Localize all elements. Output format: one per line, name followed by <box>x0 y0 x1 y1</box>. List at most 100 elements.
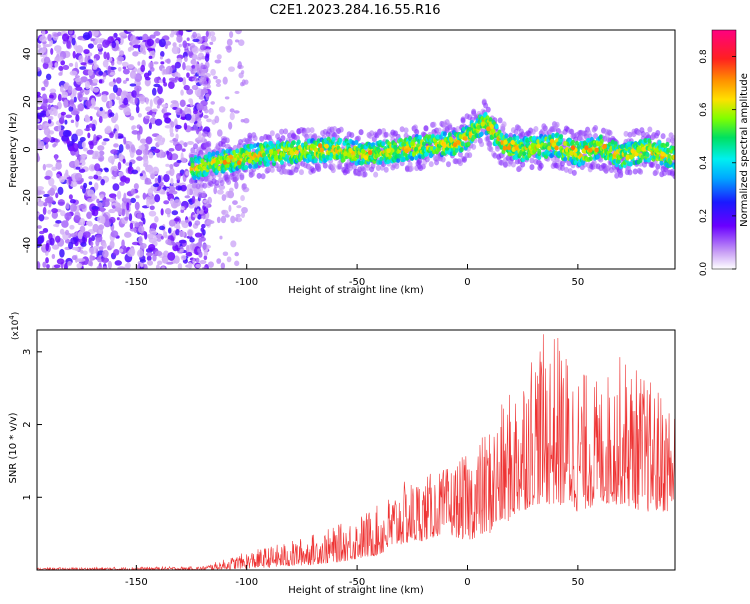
spectrogram-cell <box>163 174 170 183</box>
spectrogram-cell <box>180 157 187 163</box>
spectrogram-cell <box>79 218 86 226</box>
spectrogram-cell <box>143 72 150 79</box>
spectrogram-cell <box>198 96 205 100</box>
spectrogram-cell <box>63 263 68 269</box>
spectrogram-cell <box>235 30 242 35</box>
spectrogram-cell <box>571 169 577 176</box>
spectrogram-cell <box>127 94 131 102</box>
spectrogram-cell <box>113 154 118 160</box>
spectrogram-cell <box>153 83 161 88</box>
spectrogram-cell <box>201 131 209 137</box>
spectrogram-cell <box>232 200 238 205</box>
spectrogram-cell <box>113 143 119 148</box>
spectrogram-cell <box>70 119 75 124</box>
spectrogram-cell <box>92 64 98 70</box>
spectrogram-cell <box>79 225 86 234</box>
spectrogram-cell <box>559 165 565 172</box>
spectrogram-cell <box>296 139 301 145</box>
spectrogram-cell <box>421 141 426 147</box>
spectrogram-cell <box>123 97 129 106</box>
spectrogram-cell <box>241 79 246 86</box>
spectrogram-cell <box>92 209 99 217</box>
spectrogram-cell <box>83 182 88 189</box>
snr-y-tick-label: 2 <box>22 421 33 427</box>
spectrogram-cell <box>234 251 239 257</box>
spectrogram-cell <box>87 43 94 49</box>
spectrogram-cell <box>284 153 289 159</box>
snr-x-tick-label: 50 <box>571 577 584 588</box>
spectrogram-cell <box>161 255 169 264</box>
spectrogram-cell <box>183 122 188 131</box>
spectrogram-cell <box>105 198 110 202</box>
spectrogram-cell <box>124 263 130 269</box>
spectrogram-cell <box>80 249 84 254</box>
spectrogram-cell <box>152 183 160 188</box>
spectrogram-cell <box>160 208 164 216</box>
spectrogram-cell <box>215 159 221 165</box>
spectrogram-cell <box>104 111 109 115</box>
spectrogram-cell <box>338 137 343 143</box>
spectrogram-cell <box>200 158 205 164</box>
spectrogram-cell <box>501 121 507 128</box>
spectrogram-cell <box>136 87 140 96</box>
spectrogram-cell <box>126 202 130 211</box>
spectrogram-cell <box>67 261 72 266</box>
spectrogram-cell <box>397 153 402 159</box>
spectrogram-cell <box>488 117 493 123</box>
spectrogram-cell <box>241 70 245 75</box>
spectrogram-cell <box>146 38 154 47</box>
spectrogram-cell <box>109 132 114 139</box>
spectrogram-cell <box>43 78 49 88</box>
snr-y-scale: (x104) <box>8 312 21 340</box>
spectrogram-cell <box>599 138 604 144</box>
spectrogram-cell <box>101 257 110 263</box>
spectrogram-cell <box>107 65 111 74</box>
spectrogram-cell <box>618 169 624 176</box>
snr-series-line <box>37 334 675 570</box>
spectrogram-cell <box>77 258 86 262</box>
spectrogram-cell <box>144 76 151 81</box>
spectrogram-cell <box>551 132 556 138</box>
spectrogram-cell <box>99 194 105 199</box>
spectrogram-cell <box>52 143 57 148</box>
spectrogram-cell <box>214 59 222 64</box>
spectrogram-cell <box>115 96 121 101</box>
spectrogram-cell <box>235 213 241 218</box>
spectrogram-cell <box>224 137 230 144</box>
spectrogram-cell <box>150 222 158 229</box>
spectrogram-cell <box>57 31 62 37</box>
spectrogram-cell <box>194 232 203 238</box>
spectrogram-cell <box>671 135 675 142</box>
spectrogram-cell <box>177 263 183 269</box>
spectrogram-cell <box>198 239 203 248</box>
spectrogram-cell <box>68 105 74 112</box>
colorbar-tick-label: 0.4 <box>699 155 709 170</box>
spectrogram-cell <box>161 266 166 269</box>
spectrogram-cell <box>667 153 672 159</box>
spectrogram-cell <box>102 266 108 269</box>
spectrogram-cell <box>137 113 142 118</box>
spectrogram-cell <box>37 106 42 111</box>
spectrogram-cell <box>175 124 182 130</box>
spectrogram-cell <box>93 174 99 180</box>
spectrogram-cell <box>112 165 118 172</box>
snr-x-tick-label: -150 <box>125 577 148 588</box>
spectrogram-cell <box>37 112 45 117</box>
spectrogram-cell <box>89 254 93 263</box>
spectrogram-cell <box>190 242 195 251</box>
spectrogram-cell <box>98 79 103 84</box>
spectrogram-cell <box>100 178 105 186</box>
spectrogram-cell <box>46 196 54 203</box>
spectrogram-cell <box>188 98 193 103</box>
spectrogram-cell <box>375 165 381 172</box>
spectrogram-cell <box>216 129 223 137</box>
spectrogram-cell <box>91 205 99 211</box>
spectrogram-cell <box>234 175 240 182</box>
spectrogram-cell <box>102 242 107 249</box>
spectrogram-cell <box>132 44 141 49</box>
spectrogram-cell <box>47 209 52 215</box>
spectrogram-cell <box>183 84 190 91</box>
spectrogram-cell <box>671 145 675 151</box>
spectrogram-cell <box>149 66 155 72</box>
spectrogram-cell <box>623 130 629 137</box>
